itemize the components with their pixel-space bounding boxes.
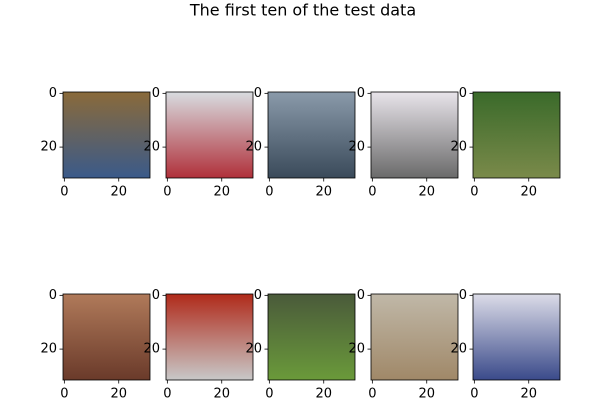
y-tick-label: 0 [357,86,365,101]
image [473,294,560,380]
x-tick-label: 0 [470,387,478,402]
y-tick-label: 20 [245,140,262,155]
y-tick-label: 20 [40,140,57,155]
x-tick-label: 0 [265,387,273,402]
y-tick-label: 20 [40,342,57,357]
x-tick-label: 0 [368,387,376,402]
y-tick-label: 0 [152,86,160,101]
x-tick-label: 20 [520,185,537,200]
y-tick-label: 20 [143,342,160,357]
y-tick-label: 20 [450,342,467,357]
axes-frame [370,293,459,381]
axes-frame [267,293,356,381]
y-tick-label: 0 [152,288,160,303]
y-tick-label: 0 [254,86,262,101]
axes-frame [62,293,151,381]
x-tick-label: 0 [368,185,376,200]
x-tick-label: 20 [213,185,230,200]
y-tick-label: 0 [254,288,262,303]
x-tick-label: 20 [213,387,230,402]
x-tick-label: 20 [315,387,332,402]
figure-title: The first ten of the test data [189,1,416,20]
x-tick-label: 20 [418,185,435,200]
x-tick-label: 0 [60,387,68,402]
axes-frame [165,293,254,381]
y-tick-label: 0 [49,86,57,101]
axes-frame [165,91,254,179]
axes-frame [472,91,561,179]
y-tick-label: 20 [348,342,365,357]
image [268,92,355,178]
y-tick-label: 20 [245,342,262,357]
x-tick-label: 0 [163,387,171,402]
y-tick-label: 20 [348,140,365,155]
axes-frame [62,91,151,179]
image [371,92,458,178]
x-tick-label: 20 [110,185,127,200]
y-tick-label: 20 [143,140,160,155]
image [268,294,355,380]
y-tick-label: 0 [49,288,57,303]
image [473,92,560,178]
y-tick-label: 0 [459,86,467,101]
x-tick-label: 0 [163,185,171,200]
x-tick-label: 20 [520,387,537,402]
image [63,92,150,178]
axes-frame [370,91,459,179]
image [166,92,253,178]
y-tick-label: 0 [357,288,365,303]
image [166,294,253,380]
axes-frame [472,293,561,381]
y-tick-label: 0 [459,288,467,303]
axes-frame [267,91,356,179]
image [371,294,458,380]
x-tick-label: 20 [110,387,127,402]
x-tick-label: 0 [60,185,68,200]
x-tick-label: 0 [265,185,273,200]
image [63,294,150,380]
x-tick-label: 0 [470,185,478,200]
x-tick-label: 20 [315,185,332,200]
y-tick-label: 20 [450,140,467,155]
x-tick-label: 20 [418,387,435,402]
